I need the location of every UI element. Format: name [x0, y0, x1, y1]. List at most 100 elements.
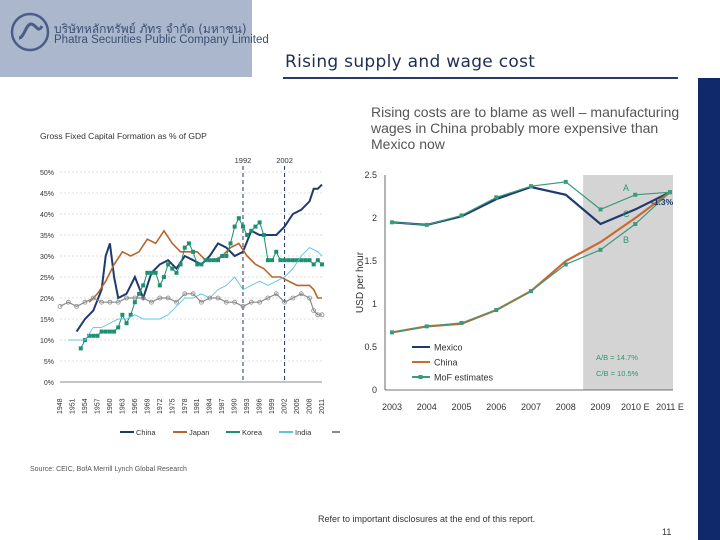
- left-x-tick-label: 2005: [294, 398, 301, 414]
- left-point-korea: [236, 216, 241, 221]
- right-x-tick-label: 2008: [556, 402, 576, 412]
- left-point-korea: [166, 262, 171, 267]
- left-y-tick-label: 35%: [40, 233, 54, 240]
- left-point-korea: [228, 241, 233, 246]
- left-point-korea: [99, 329, 104, 334]
- left-x-tick-label: 2002: [282, 398, 289, 414]
- left-point-korea: [257, 220, 262, 225]
- left-x-tick-label: 1999: [269, 398, 276, 414]
- left-point-us: [99, 299, 104, 305]
- right-y-tick-label: 0: [372, 385, 377, 395]
- left-point-korea: [220, 254, 225, 258]
- left-y-tick-label: 30%: [40, 254, 54, 261]
- gfcf-chart: Gross Fixed Capital Formation as % of GD…: [30, 131, 340, 473]
- left-x-tick-label: 1957: [94, 398, 101, 414]
- left-point-us: [124, 295, 129, 301]
- left-point-korea: [207, 258, 212, 263]
- left-year-marker-label: 2002: [276, 156, 293, 165]
- right-x-tick-label: 2009: [590, 402, 610, 412]
- right-point-mof: [494, 195, 499, 200]
- left-point-us: [207, 295, 213, 301]
- left-point-korea: [174, 270, 179, 275]
- left-y-tick-label: 0%: [44, 380, 54, 387]
- left-point-us: [165, 295, 171, 301]
- right-point-mof: [459, 320, 464, 325]
- left-point-korea: [141, 283, 146, 288]
- left-chart-source: Source: CEIC, BofA Merrill Lynch Global …: [30, 466, 187, 473]
- left-point-korea: [216, 258, 221, 263]
- left-point-korea: [128, 312, 133, 317]
- left-point-us: [74, 303, 80, 309]
- left-point-korea: [203, 258, 208, 263]
- right-point-mof: [598, 247, 603, 252]
- ratio-ab: A/B = 14.7%: [596, 353, 638, 362]
- right-point-mof: [529, 289, 533, 294]
- left-point-us: [174, 299, 179, 305]
- left-point-korea: [307, 258, 312, 263]
- right-point-mof: [390, 220, 394, 225]
- right-point-mof: [563, 179, 568, 184]
- right-x-tick-label: 2003: [382, 402, 402, 412]
- left-point-korea: [311, 262, 316, 267]
- left-point-korea: [112, 329, 117, 334]
- left-point-korea: [124, 321, 129, 326]
- left-series-line-japan: [88, 229, 322, 303]
- left-point-us: [232, 299, 238, 305]
- left-y-tick-label: 25%: [40, 275, 54, 282]
- left-y-tick-label: 40%: [40, 212, 54, 219]
- right-point-mof: [563, 262, 568, 267]
- left-x-tick-label: 1975: [169, 398, 176, 414]
- right-legend-label-mexico: Mexico: [434, 343, 463, 353]
- right-legend-label-china_wage: China: [434, 358, 458, 368]
- left-x-tick-label: 1978: [182, 398, 189, 414]
- left-point-korea: [224, 254, 229, 258]
- left-y-tick-label: 10%: [40, 338, 54, 345]
- right-chart-title-line-2: wages in China probably more expensive t…: [370, 120, 658, 136]
- right-chart-title-line-3: Mexico now: [371, 136, 446, 152]
- left-point-us: [140, 295, 146, 301]
- left-point-korea: [295, 258, 300, 263]
- title-underline: [283, 77, 678, 79]
- disclosure-footer: Refer to important disclosures at the en…: [318, 514, 536, 524]
- page-number: 11: [662, 527, 672, 537]
- right-point-mof: [633, 222, 638, 227]
- right-point-mof: [529, 184, 533, 189]
- left-x-tick-label: 1996: [257, 398, 264, 414]
- left-point-korea: [261, 233, 266, 237]
- right-y-tick-label: 1: [372, 299, 377, 309]
- left-y-tick-label: 50%: [40, 170, 54, 177]
- right-point-mof: [424, 222, 429, 227]
- left-point-korea: [320, 262, 324, 267]
- right-x-tick-label: 2004: [417, 402, 437, 412]
- left-point-us: [115, 299, 121, 305]
- left-point-us: [198, 299, 204, 305]
- left-y-tick-label: 5%: [44, 359, 54, 366]
- left-point-us: [149, 299, 154, 305]
- left-point-korea: [274, 249, 279, 254]
- left-point-us: [282, 299, 287, 305]
- left-x-tick-label: 1969: [144, 398, 151, 414]
- left-point-korea: [145, 270, 150, 275]
- left-x-tick-label: 1966: [132, 398, 139, 414]
- left-y-tick-label: 20%: [40, 296, 54, 303]
- left-point-korea: [191, 249, 196, 254]
- brand-side-bar: [698, 78, 720, 540]
- left-point-korea: [253, 224, 258, 229]
- left-point-korea: [299, 258, 304, 263]
- left-point-korea: [91, 333, 96, 338]
- left-point-korea: [195, 262, 200, 267]
- left-point-korea: [270, 258, 275, 263]
- left-chart-title: Gross Fixed Capital Formation as % of GD…: [40, 131, 207, 141]
- left-y-tick-label: 15%: [40, 317, 54, 324]
- left-point-us: [82, 299, 88, 305]
- left-x-tick-label: 1993: [244, 398, 251, 414]
- left-point-korea: [103, 329, 108, 334]
- slide-title: Rising supply and wage cost: [285, 52, 536, 72]
- left-series-line-india: [68, 247, 323, 341]
- forecast-shade: [583, 175, 673, 390]
- right-chart-y-label: USD per hour: [355, 251, 366, 313]
- left-point-korea: [170, 266, 175, 271]
- right-x-tick-label: 2010 E: [621, 402, 650, 412]
- right-x-tick-label: 2005: [451, 402, 471, 412]
- left-point-us: [290, 295, 296, 301]
